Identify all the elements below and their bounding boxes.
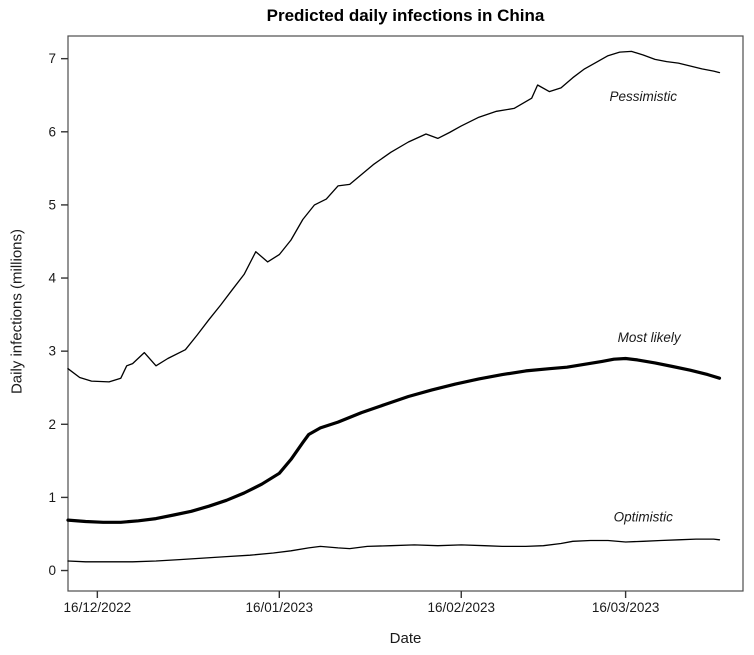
x-axis-label: Date	[389, 630, 422, 647]
y-tick-label: 7	[48, 51, 56, 66]
plot-frame	[67, 35, 744, 592]
chart-title: Predicted daily infections in China	[266, 6, 545, 25]
y-tick-label: 6	[48, 124, 56, 139]
most-likely-series-label: Most likely	[618, 330, 682, 345]
most-likely-line	[66, 356, 722, 524]
x-tick-label: 16/02/2023	[427, 600, 495, 615]
x-tick-label: 16/12/2022	[64, 600, 132, 615]
x-tick-label: 16/01/2023	[246, 600, 314, 615]
optimistic-series-label: Optimistic	[614, 510, 674, 525]
pessimistic-series-label: Pessimistic	[609, 89, 677, 104]
y-tick-label: 5	[48, 197, 56, 212]
x-tick-label: 16/03/2023	[592, 600, 660, 615]
pessimistic-line	[67, 50, 721, 383]
y-tick-label: 3	[48, 344, 56, 359]
y-tick-label: 4	[48, 271, 56, 286]
optimistic-line	[67, 538, 721, 563]
y-tick-label: 2	[48, 417, 56, 432]
y-tick-label: 0	[48, 563, 56, 578]
y-tick-label: 1	[48, 490, 56, 505]
